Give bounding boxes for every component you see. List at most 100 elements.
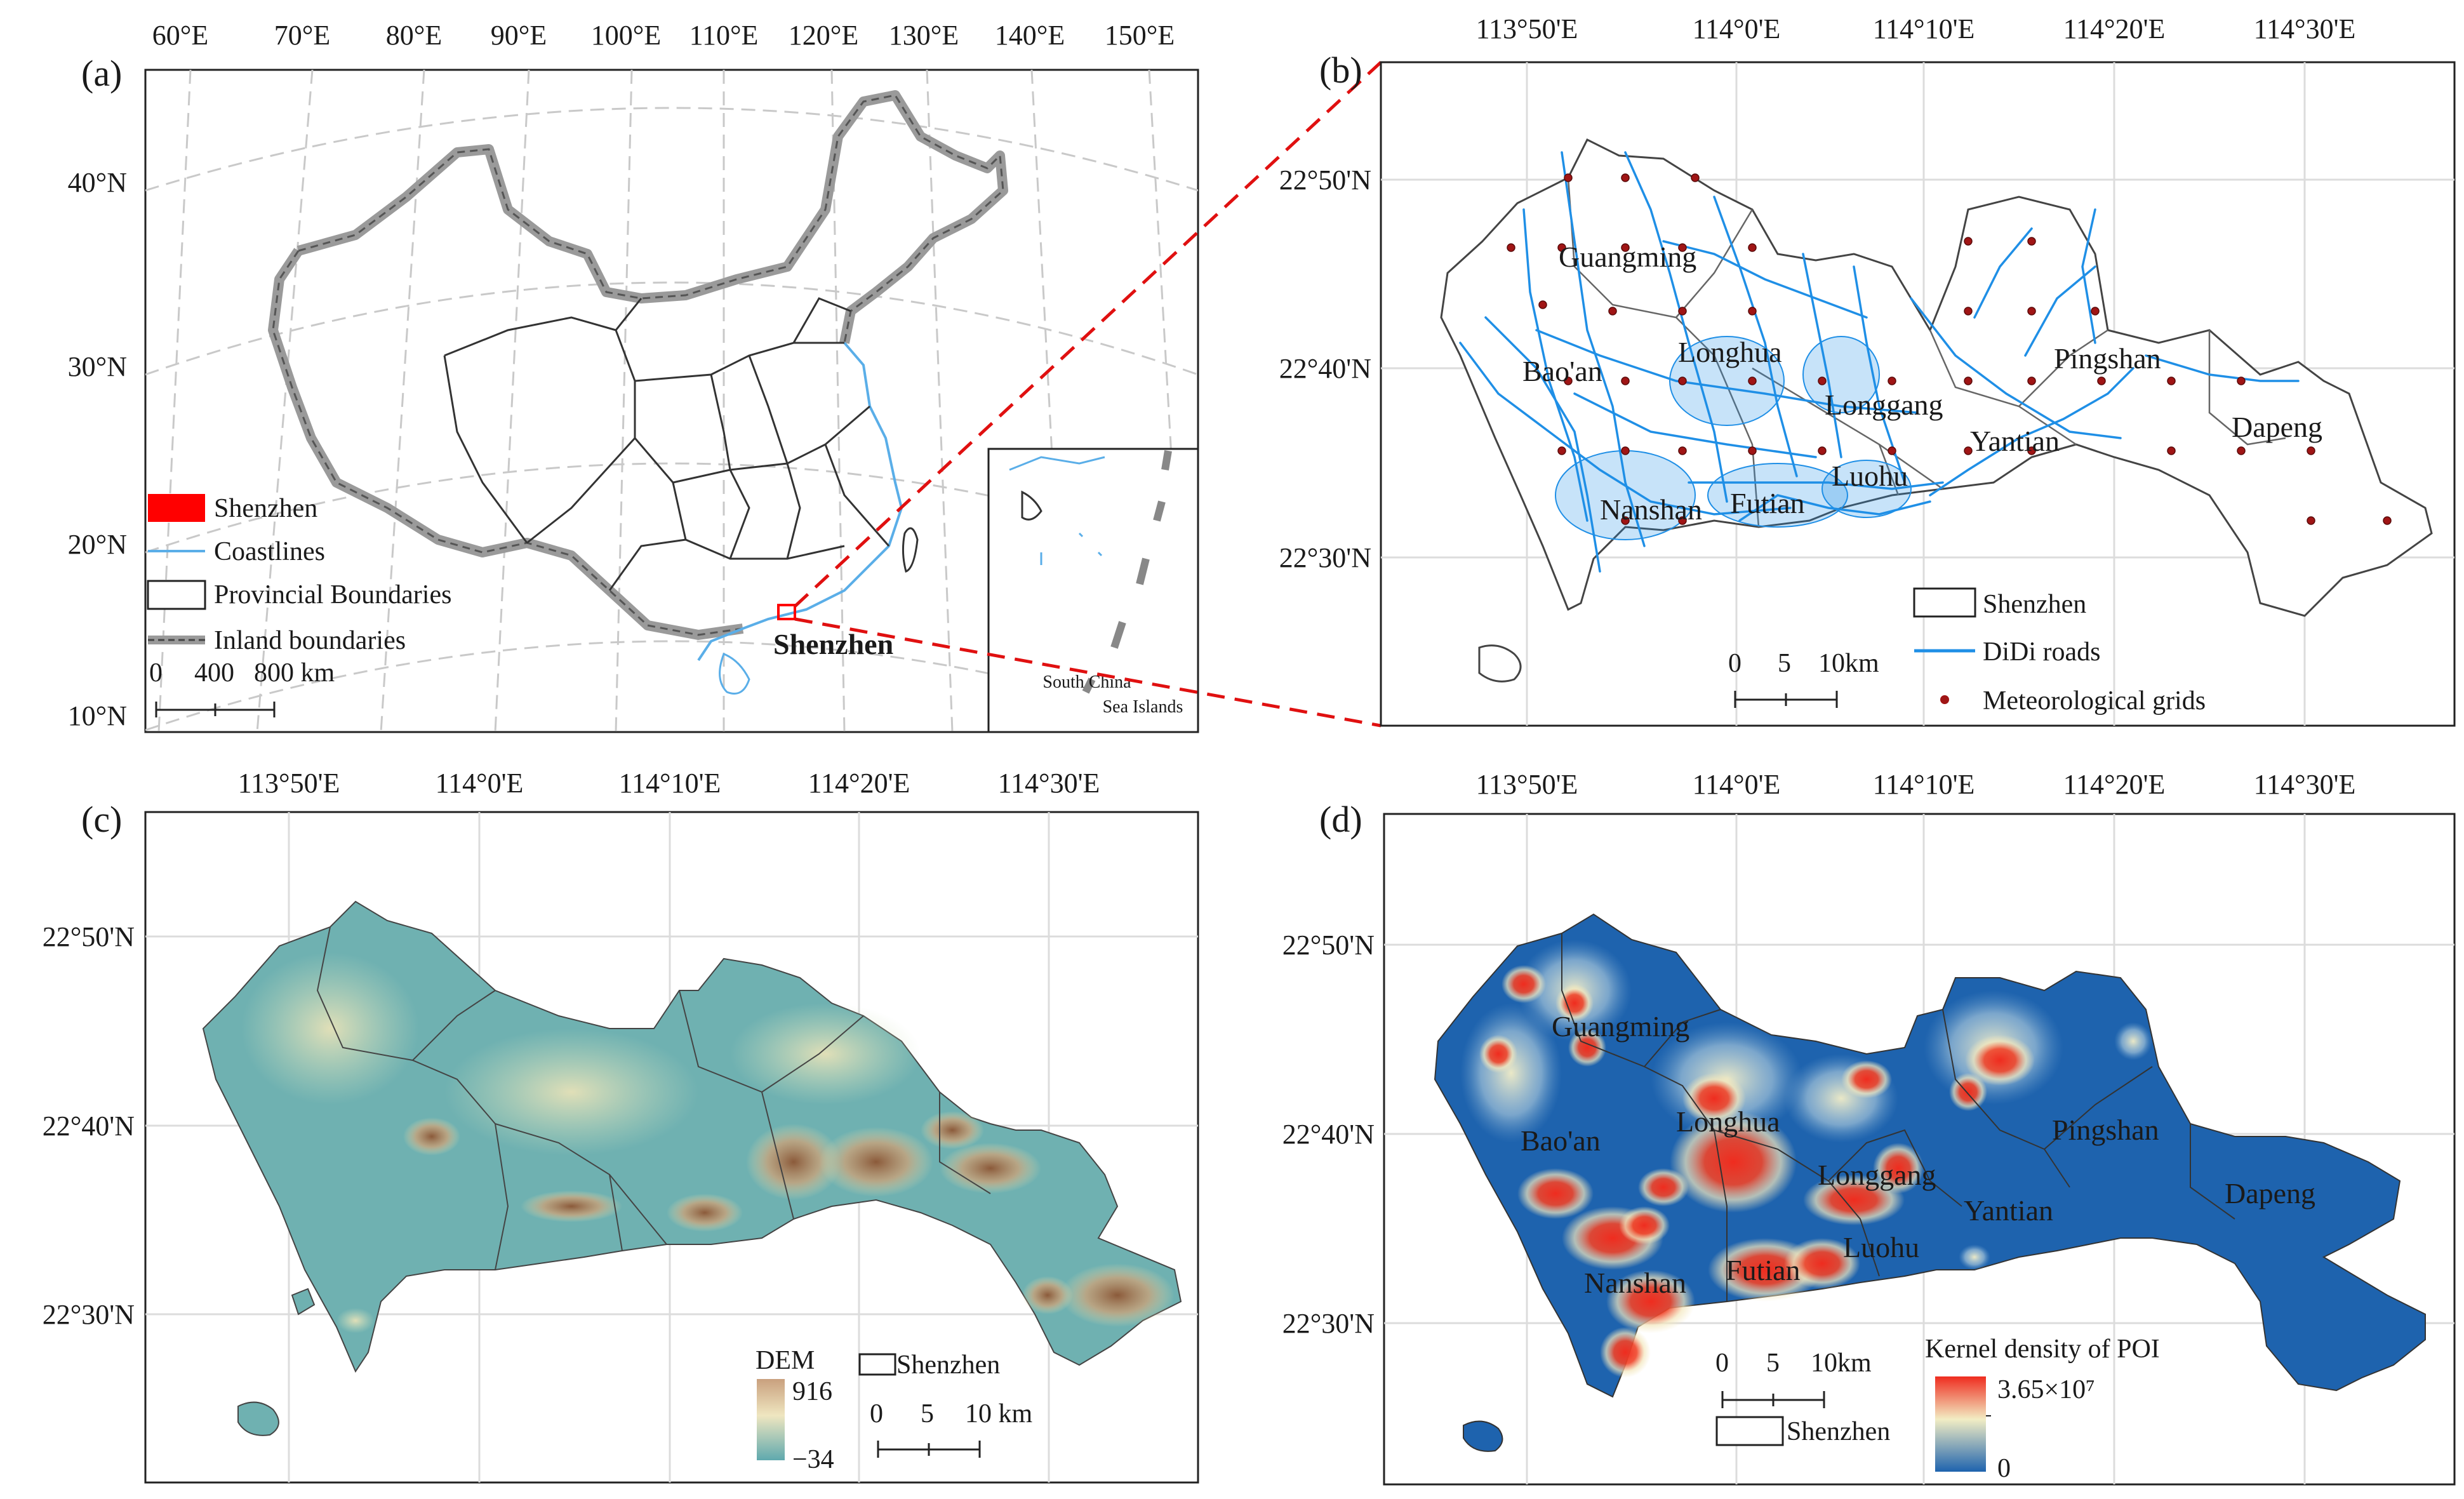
panel-c-label: (c) <box>81 799 122 840</box>
meteorological-grid-points <box>1507 173 2392 525</box>
district-label: Bao'an <box>1521 1124 1601 1157</box>
panel-a-legend: Shenzhen Coastlines Provincial Boundarie… <box>147 494 451 655</box>
a-lat-tick: 10°N <box>68 700 127 731</box>
d-lon-tick: 114°20'E <box>2063 769 2166 800</box>
panel-b-lat-ticks: 22°50'N 22°40'N 22°30'N <box>1279 164 1371 573</box>
scale-a-0: 0 <box>149 658 163 688</box>
a-lon-tick: 70°E <box>274 20 330 51</box>
b-lon-tick: 113°50'E <box>1476 13 1578 44</box>
panel-d: Guangming Bao'an Longhua Longgang Pingsh… <box>1282 769 2456 1486</box>
district-label: Luohu <box>1832 460 1908 492</box>
b-lon-tick: 114°0'E <box>1693 13 1781 44</box>
scale-b-10: 10km <box>1818 649 1879 678</box>
a-lon-tick: 140°E <box>995 20 1065 51</box>
scale-d-5: 5 <box>1766 1349 1780 1378</box>
a-lon-tick: 130°E <box>889 20 959 51</box>
b-lon-tick: 114°30'E <box>2254 13 2356 44</box>
kernel-density-hotspots <box>1460 940 2152 1378</box>
district-label: Longhua <box>1678 336 1782 368</box>
kd-max-label: 3.65×10⁷ <box>1997 1375 2095 1404</box>
district-label: Dapeng <box>2225 1177 2315 1209</box>
kd-colorbar <box>1935 1376 1986 1472</box>
district-label: Luohu <box>1843 1231 1919 1263</box>
legend-label-coastlines: Coastlines <box>214 537 325 566</box>
legend-swatch-provincial <box>147 580 206 610</box>
panel-d-label: (d) <box>1319 799 1362 840</box>
a-lon-tick: 100°E <box>591 20 661 51</box>
district-boundaries-d <box>1561 933 2235 1302</box>
kernel-density-legend: Kernel density of POI 3.65×10⁷ 0 <box>1925 1335 2160 1483</box>
shenzhen-dem-surface <box>202 900 1182 1373</box>
legend-label-provincial: Provincial Boundaries <box>214 580 451 610</box>
d-lon-tick: 114°30'E <box>2254 769 2356 800</box>
b-lon-tick: 114°10'E <box>1873 13 1975 44</box>
hainan-island <box>719 653 750 695</box>
dem-max-label: 916 <box>792 1377 832 1406</box>
c-lon-tick: 114°10'E <box>619 768 721 799</box>
district-labels-b: Guangming Bao'an Longhua Longgang Pingsh… <box>1522 241 2322 526</box>
c-lat-tick: 22°50'N <box>43 921 135 952</box>
b-lat-tick: 22°30'N <box>1279 542 1371 573</box>
panel-b-label: (b) <box>1319 50 1362 91</box>
panel-b: Guangming Bao'an Longhua Longgang Pingsh… <box>1279 13 2456 727</box>
district-label: Nanshan <box>1600 493 1702 526</box>
dem-legend: DEM 916 −34 <box>756 1346 834 1474</box>
panel-d-legend: Shenzhen <box>1715 1416 1890 1446</box>
panel-d-lon-ticks: 113°50'E 114°0'E 114°10'E 114°20'E 114°3… <box>1476 769 2356 800</box>
district-label: Nanshan <box>1584 1267 1686 1299</box>
a-lon-tick: 150°E <box>1105 20 1175 51</box>
c-lat-tick: 22°40'N <box>43 1110 135 1142</box>
shenzhen-city-label: Shenzhen <box>773 628 893 660</box>
legend-label-inland: Inland boundaries <box>214 626 406 655</box>
a-lat-tick: 30°N <box>68 351 127 382</box>
scale-b-5: 5 <box>1778 649 1791 678</box>
scale-a-400: 400 <box>194 658 234 688</box>
zoom-connector <box>794 61 1382 728</box>
legend-swatch-shenzhen-b <box>1913 587 1976 618</box>
district-label: Pingshan <box>2054 342 2161 375</box>
taiwan-island <box>902 527 919 573</box>
legend-label-shenzhen-d: Shenzhen <box>1787 1417 1890 1446</box>
panel-a-scalebar: 0 400 800 km <box>149 658 335 717</box>
district-label: Longgang <box>1825 389 1943 421</box>
d-lat-tick: 22°40'N <box>1282 1119 1375 1150</box>
scale-c-0: 0 <box>870 1399 883 1429</box>
panel-c-scalebar: 0 5 10 km <box>870 1399 1033 1458</box>
scale-c-10: 10 km <box>965 1399 1033 1429</box>
c-lon-tick: 113°50'E <box>238 768 340 799</box>
panel-b-scalebar: 0 5 10km <box>1728 649 1879 708</box>
a-lon-tick: 60°E <box>152 20 208 51</box>
district-label: Yantian <box>1964 1194 2053 1227</box>
panel-a: Shenzhen South China Sea Islands Shenzhe… <box>68 20 1199 733</box>
panel-c-lon-ticks: 113°50'E 114°0'E 114°10'E 114°20'E 114°3… <box>238 768 1100 799</box>
legend-label-met: Meteorological grids <box>1983 686 2206 716</box>
panel-a-lon-ticks: 60°E 70°E 80°E 90°E 100°E 110°E 120°E 13… <box>152 20 1175 51</box>
panel-d-lat-ticks: 22°50'N 22°40'N 22°30'N <box>1282 929 1375 1339</box>
island-d <box>1463 1420 1503 1452</box>
shenzhen-outline-b <box>1440 138 2433 617</box>
panel-b-lon-ticks: 113°50'E 114°0'E 114°10'E 114°20'E 114°3… <box>1476 13 2356 44</box>
china-coastline <box>697 342 903 662</box>
d-lon-tick: 114°0'E <box>1693 769 1781 800</box>
kd-min-label: 0 <box>1997 1454 2011 1483</box>
a-lon-tick: 90°E <box>491 20 547 51</box>
district-label: Bao'an <box>1522 355 1602 387</box>
legend-label-shenzhen-c: Shenzhen <box>896 1350 1000 1380</box>
b-lat-tick: 22°40'N <box>1279 353 1371 384</box>
d-lon-tick: 114°10'E <box>1873 769 1975 800</box>
didi-roads <box>1459 151 2300 573</box>
dem-legend-title: DEM <box>756 1346 815 1375</box>
legend-swatch-shenzhen-d <box>1715 1416 1784 1446</box>
district-label: Guangming <box>1552 1010 1689 1043</box>
legend-label-shenzhen-b: Shenzhen <box>1983 590 2086 619</box>
a-lon-tick: 110°E <box>689 20 759 51</box>
dem-min-label: −34 <box>792 1445 834 1474</box>
legend-swatch-met <box>1940 695 1949 704</box>
district-boundaries-c <box>316 926 991 1270</box>
legend-label-roads: DiDi roads <box>1983 637 2100 667</box>
d-lat-tick: 22°30'N <box>1282 1308 1375 1339</box>
c-lon-tick: 114°0'E <box>436 768 524 799</box>
dem-shading <box>241 952 1175 1333</box>
panel-a-lat-ticks: 40°N 30°N 20°N 10°N <box>68 167 127 731</box>
